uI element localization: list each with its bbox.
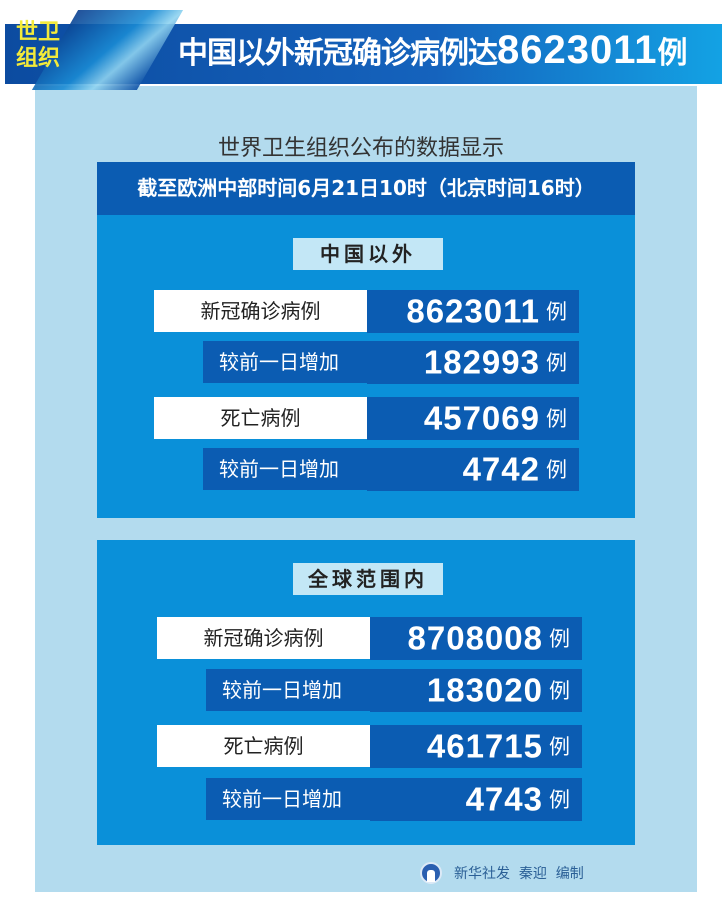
row-value: 182993 例 — [367, 341, 579, 384]
section-title: 全球范围内 — [293, 563, 443, 595]
headline: 中国以外新冠确诊病例达8623011例 — [178, 28, 688, 73]
value-unit: 例 — [549, 626, 570, 651]
value-number: 4743 — [465, 780, 543, 818]
row-value: 183020 例 — [370, 669, 582, 712]
xinhua-logo-icon — [420, 862, 442, 884]
value-unit: 例 — [549, 734, 570, 759]
subtitle: 世界卫生组织公布的数据显示 — [217, 136, 504, 161]
section-title: 中国以外 — [293, 238, 443, 270]
row-label: 死亡病例 — [154, 397, 367, 439]
value-unit: 例 — [546, 406, 567, 431]
row-label: 较前一日增加 — [206, 669, 376, 711]
value-number: 8708008 — [407, 619, 543, 657]
row-value: 461715 例 — [370, 725, 582, 768]
row-label: 较前一日增加 — [203, 448, 373, 490]
value-number: 182993 — [423, 343, 540, 381]
date-band: 截至欧洲中部时间6月21日10时（北京时间16时） — [97, 162, 635, 215]
value-unit: 例 — [546, 299, 567, 324]
section-outside-china: 中国以外 新冠确诊病例 8623011 例 较前一日增加 182993 例 死亡病例… — [97, 215, 635, 518]
row-value: 457069 例 — [367, 397, 579, 440]
headline-text: 中国以外新冠确诊病例达 — [178, 36, 498, 71]
value-unit: 例 — [546, 457, 567, 482]
row-value: 8623011 例 — [367, 290, 579, 333]
value-unit: 例 — [546, 350, 567, 375]
value-number: 4742 — [462, 450, 540, 488]
footer-credit: 新华社发 秦迎 编制 — [420, 860, 584, 886]
row-value: 4742 例 — [367, 448, 579, 491]
row-value: 8708008 例 — [370, 617, 582, 660]
value-number: 183020 — [426, 671, 543, 709]
value-unit: 例 — [549, 787, 570, 812]
row-value: 4743 例 — [370, 778, 582, 821]
headline-number: 8623011 — [497, 28, 658, 72]
row-label: 新冠确诊病例 — [157, 617, 370, 659]
row-label: 较前一日增加 — [203, 341, 373, 383]
value-number: 457069 — [423, 399, 540, 437]
value-number: 8623011 — [406, 292, 540, 330]
credit-text: 新华社发 秦迎 编制 — [454, 866, 584, 882]
row-label: 死亡病例 — [157, 725, 370, 767]
section-global: 全球范围内 新冠确诊病例 8708008 例 较前一日增加 183020 例 死亡病… — [97, 540, 635, 845]
value-unit: 例 — [549, 678, 570, 703]
value-number: 461715 — [426, 727, 543, 765]
who-badge: 世卫组织 — [15, 20, 60, 71]
row-label: 较前一日增加 — [206, 778, 376, 820]
row-label: 新冠确诊病例 — [154, 290, 367, 332]
headline-unit: 例 — [657, 36, 688, 71]
